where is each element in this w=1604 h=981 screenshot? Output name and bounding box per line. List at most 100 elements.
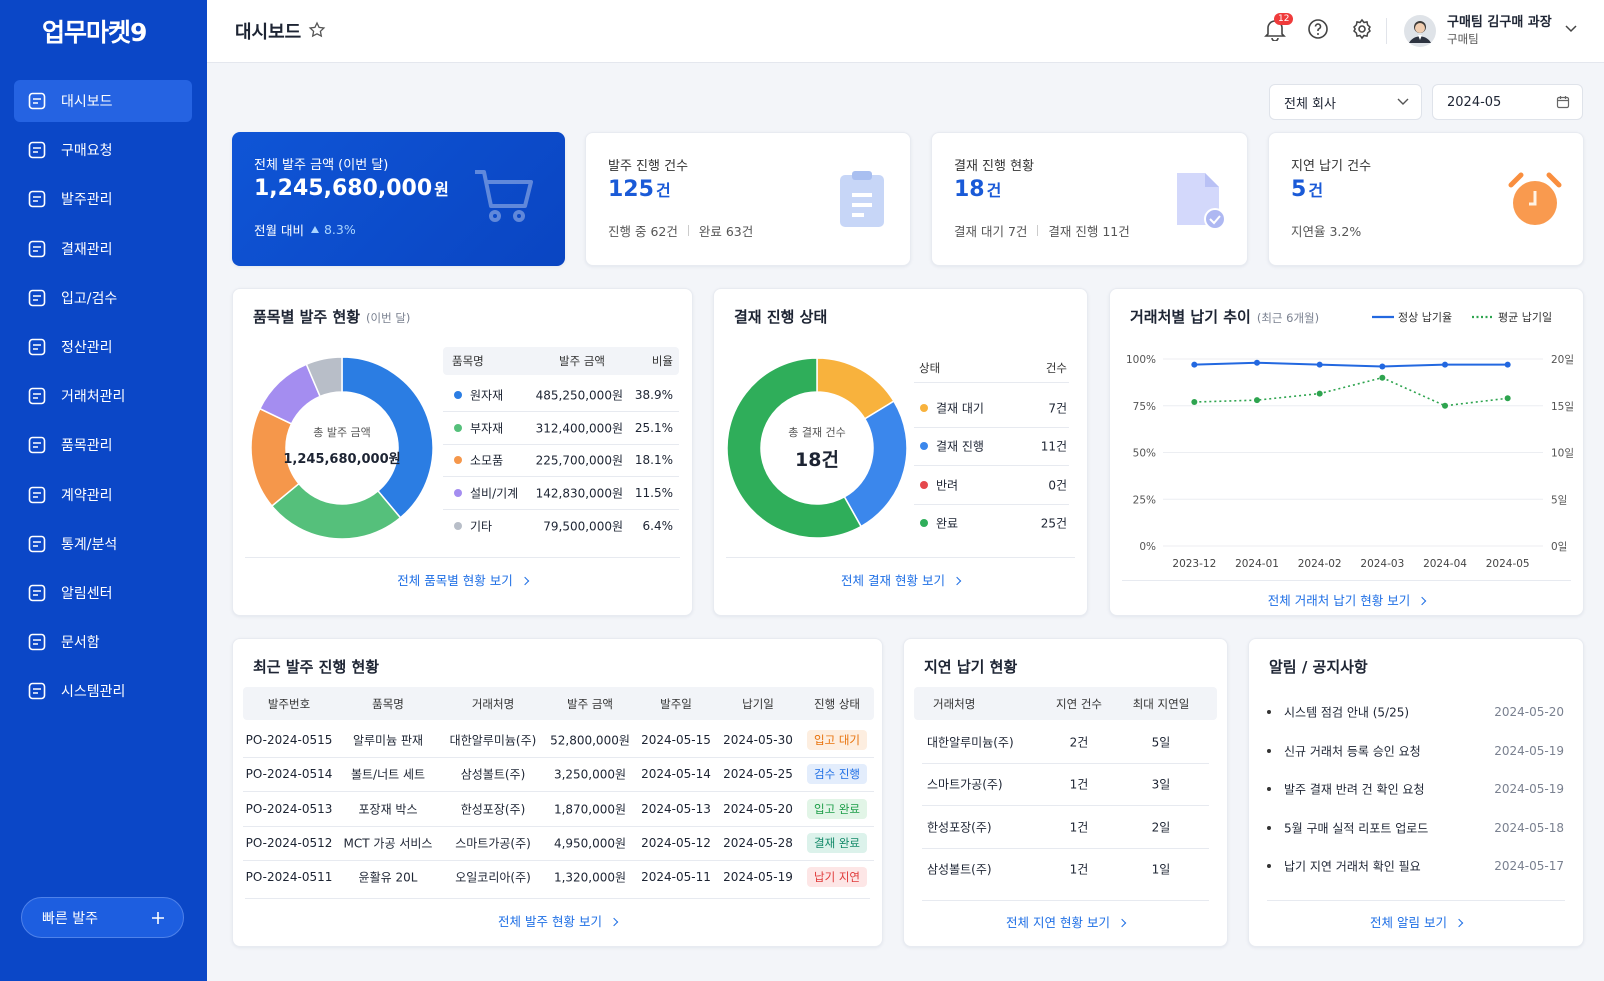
icon-shape xyxy=(33,196,41,203)
nav-label: 입고/검수 xyxy=(61,290,118,307)
chart-card: 품목별 발주 현황 (이번 달) 총 발주 금액 1,245,680,000원 품목명 발… xyxy=(232,288,693,616)
notice-text[interactable]: 납기 지연 거래처 확인 필요 xyxy=(1284,859,1421,874)
kpi-detail: 전월 대비 xyxy=(254,223,304,238)
kpi-detail: 결재 대기 7건 xyxy=(954,224,1028,239)
table-cell: 2024-05-19 xyxy=(723,870,793,885)
notice-text[interactable]: 5월 구매 실적 리포트 업로드 xyxy=(1284,821,1429,836)
y2-tick-label: 0일 xyxy=(1551,540,1567,553)
notice-text[interactable]: 발주 결재 반려 건 확인 요청 xyxy=(1284,782,1425,797)
row-divider xyxy=(922,847,1209,849)
category-name: 기타 xyxy=(470,519,493,534)
view-all-link[interactable]: 전체 지연 현황 보기 xyxy=(904,912,1227,931)
y-tick-label: 50% xyxy=(1133,448,1156,460)
data-point xyxy=(1254,359,1260,366)
nav-item[interactable]: 결재관리 xyxy=(14,228,192,270)
nav-icon xyxy=(28,486,46,503)
table-cell: 스마트가공(주) xyxy=(455,836,531,851)
center-label: 총 결재 건수 xyxy=(788,426,846,439)
section-divider xyxy=(245,898,870,899)
kpi-label: 전체 발주 금액 (이번 달) xyxy=(254,158,389,173)
nav-icon xyxy=(28,535,46,553)
y2-tick-label: 10일 xyxy=(1551,447,1574,460)
icon-shape xyxy=(33,344,41,350)
icon-shape xyxy=(28,633,46,651)
table-cell: 2024-05-28 xyxy=(723,835,793,850)
card-title: 결재 진행 상태 xyxy=(734,306,827,327)
row-divider xyxy=(914,503,1069,505)
nav-item[interactable]: 입고/검수 xyxy=(14,277,192,319)
table-cell: 2024-05-25 xyxy=(723,767,793,782)
view-all-link[interactable]: 전체 품목별 현황 보기 xyxy=(233,570,692,589)
nav-item[interactable]: 시스템관리 xyxy=(14,670,192,712)
kpi-number: 18 xyxy=(954,177,985,202)
icon-shape xyxy=(33,393,41,399)
orders-card: 최근 발주 진행 현황 발주번호 품목명 거래처명 발주 금액 발주일 납기일 진행 상태 PO… xyxy=(232,638,883,947)
nav-item[interactable]: 문서함 xyxy=(14,621,192,663)
column-header: 거래처명 xyxy=(933,697,976,711)
bullet xyxy=(1267,748,1271,753)
table-cell: 알루미늄 판재 xyxy=(352,733,424,748)
nav-item[interactable]: 구매요청 xyxy=(14,129,192,171)
user-menu-chevron[interactable] xyxy=(1565,24,1577,34)
amount: 142,830,000원 xyxy=(535,486,623,501)
status-cell: 입고 완료 xyxy=(807,798,867,819)
favorite-star[interactable] xyxy=(308,21,326,39)
kpi-detail: 지연율 3.2% xyxy=(1291,224,1362,239)
nav-item[interactable]: 품목관리 xyxy=(14,424,192,466)
notice-text[interactable]: 신규 거래처 등록 승인 요청 xyxy=(1284,744,1421,759)
donut-chart: 총 결재 건수 18건 xyxy=(726,357,908,539)
brand-logo[interactable]: 업무마켓9 xyxy=(42,18,147,47)
kpi-icon xyxy=(475,170,533,222)
kpi-number: 125 xyxy=(608,177,654,202)
icon-shape xyxy=(28,240,46,257)
company-select[interactable]: 전체 회사 xyxy=(1269,84,1422,120)
quick-order-button[interactable]: 빠른 발주 xyxy=(21,897,184,938)
row-divider xyxy=(243,825,874,827)
legend-dot xyxy=(920,480,928,489)
separator xyxy=(687,225,689,236)
chart-card: 거래처별 납기 추이 (최근 6개월) 0% 25% 50% 75% 100% 0일 5일 10일… xyxy=(1109,288,1584,616)
kpi-details: 지연율 3.2% xyxy=(1291,221,1361,240)
nav-item[interactable]: 알림센터 xyxy=(14,572,192,614)
donut-segment xyxy=(843,400,908,528)
legend-dot xyxy=(920,518,928,527)
view-all-link[interactable]: 전체 거래처 납기 현황 보기 xyxy=(1110,590,1583,609)
icon-shape xyxy=(28,141,46,159)
nav-item[interactable]: 계약관리 xyxy=(14,474,192,516)
legend-dot xyxy=(920,404,928,412)
divider xyxy=(1386,18,1387,44)
column-header: 발주 금액 xyxy=(559,354,605,368)
nav-label: 대시보드 xyxy=(61,94,113,110)
settings-icon[interactable] xyxy=(1351,18,1373,40)
nav-icon xyxy=(28,387,46,405)
calendar-icon xyxy=(1556,96,1570,109)
card-title: 품목별 발주 현황 (이번 달) xyxy=(253,306,410,327)
data-point xyxy=(1504,361,1511,368)
column-header: 상태 xyxy=(919,361,941,375)
table-cell: 52,800,000원 xyxy=(550,733,630,748)
nav-item[interactable]: 대시보드 xyxy=(14,80,192,122)
y2-tick-label: 20일 xyxy=(1551,353,1574,366)
month-picker[interactable]: 2024-05 xyxy=(1432,84,1583,120)
nav-icon xyxy=(28,289,46,307)
view-all-link[interactable]: 전체 알림 보기 xyxy=(1249,912,1583,931)
table-cell: PO-2024-0514 xyxy=(245,767,333,782)
card-title: 지연 납기 현황 xyxy=(924,658,1018,676)
notification-badge: 12 xyxy=(1274,13,1294,25)
kpi-icon xyxy=(1508,172,1562,225)
nav-item[interactable]: 거래처관리 xyxy=(14,375,192,417)
table-cell: 2024-05-12 xyxy=(641,835,711,850)
nav-item[interactable]: 정산관리 xyxy=(14,326,192,368)
nav-item[interactable]: 통계/분석 xyxy=(14,523,192,565)
kpi-details: 결재 대기 7건 결재 진행 11건 xyxy=(954,221,1130,240)
row-divider xyxy=(443,411,679,412)
view-all-link[interactable]: 전체 발주 현황 보기 xyxy=(233,911,882,930)
nav-label: 구매요청 xyxy=(61,143,113,160)
nav-item[interactable]: 발주관리 xyxy=(14,178,192,220)
help-icon[interactable] xyxy=(1307,18,1329,40)
notice-text[interactable]: 시스템 점검 안내 (5/25) xyxy=(1284,705,1410,720)
user-avatar[interactable] xyxy=(1403,14,1437,48)
up-arrow xyxy=(310,226,319,233)
view-all-link[interactable]: 전체 결재 현황 보기 xyxy=(714,570,1087,589)
